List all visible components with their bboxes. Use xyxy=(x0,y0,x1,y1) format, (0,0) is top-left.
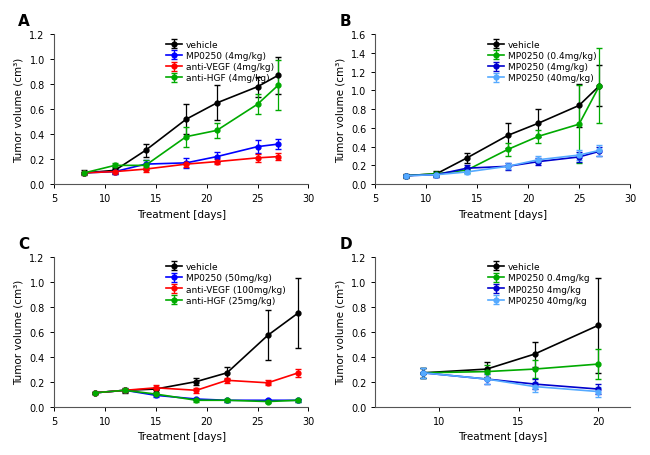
Legend: vehicle, MP0250 (50mg/kg), anti-VEGF (100mg/kg), anti-HGF (25mg/kg): vehicle, MP0250 (50mg/kg), anti-VEGF (10… xyxy=(165,262,287,306)
Text: A: A xyxy=(18,14,30,29)
Y-axis label: Tumor volume (cm³): Tumor volume (cm³) xyxy=(14,279,24,384)
Legend: vehicle, MP0250 0.4mg/kg, MP0250 4mg/kg, MP0250 40mg/kg: vehicle, MP0250 0.4mg/kg, MP0250 4mg/kg,… xyxy=(487,262,590,306)
X-axis label: Treatment [days]: Treatment [days] xyxy=(136,209,226,219)
Text: D: D xyxy=(340,236,352,251)
Y-axis label: Tumor volume (cm³): Tumor volume (cm³) xyxy=(335,279,345,384)
X-axis label: Treatment [days]: Treatment [days] xyxy=(458,431,547,441)
X-axis label: Treatment [days]: Treatment [days] xyxy=(458,209,547,219)
X-axis label: Treatment [days]: Treatment [days] xyxy=(136,431,226,441)
Y-axis label: Tumor volume (cm³): Tumor volume (cm³) xyxy=(14,57,24,162)
Legend: vehicle, MP0250 (0.4mg/kg), MP0250 (4mg/kg), MP0250 (40mg/kg): vehicle, MP0250 (0.4mg/kg), MP0250 (4mg/… xyxy=(487,40,597,84)
Text: B: B xyxy=(340,14,352,29)
Legend: vehicle, MP0250 (4mg/kg), anti-VEGF (4mg/kg), anti-HGF (4mg/kg): vehicle, MP0250 (4mg/kg), anti-VEGF (4mg… xyxy=(165,40,275,84)
Y-axis label: Tumor volume (cm³): Tumor volume (cm³) xyxy=(335,57,345,162)
Text: C: C xyxy=(18,236,29,251)
